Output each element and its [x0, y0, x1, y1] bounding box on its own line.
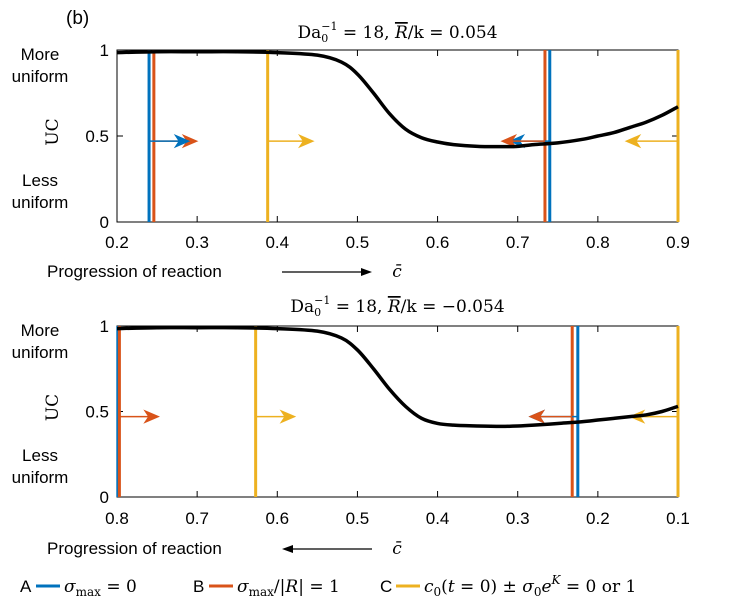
y-tick-label: 1	[100, 317, 109, 336]
x-tick-label: 0.8	[586, 233, 610, 252]
y-tick-label: 0	[100, 488, 109, 507]
chart-title: Da0−1 = 18, R/k = 0.054	[297, 20, 497, 45]
direction-arrow-head	[298, 134, 315, 149]
x-tick-label: 0.7	[506, 233, 530, 252]
y-tick-label: 0.5	[85, 127, 109, 146]
legend-label: σmax/|R| = 1	[237, 577, 340, 599]
x-axis-label: c̄	[392, 539, 402, 559]
uc-curve	[116, 325, 679, 429]
y-axis-label: UC	[43, 118, 63, 145]
x-tick-label: 0.8	[105, 509, 129, 528]
y-tick-label: 1	[100, 41, 109, 60]
x-tick-label: 0.4	[265, 233, 289, 252]
direction-arrow-head	[528, 409, 546, 424]
uc-curve	[116, 49, 679, 149]
x-tick-label: 0.9	[666, 233, 690, 252]
y-tick-label: 0	[100, 213, 109, 232]
direction-arrow-head	[143, 409, 160, 424]
x-tick-label: 0.3	[506, 509, 530, 528]
x-tick-label: 0.6	[426, 233, 450, 252]
y-tick-label: 0.5	[85, 403, 109, 422]
legend-label: σmax = 0	[64, 577, 137, 599]
y-annotation-more-uniform: More uniform	[12, 321, 69, 362]
legend-key: C	[380, 577, 392, 596]
x-tick-label: 0.3	[185, 233, 209, 252]
x-tick-label: 0.4	[426, 509, 450, 528]
progression-arrow-head	[282, 545, 293, 553]
y-axis-label: UC	[43, 394, 63, 421]
x-tick-label: 0.5	[346, 509, 370, 528]
x-tick-label: 0.2	[105, 233, 129, 252]
x-tick-label: 0.7	[185, 509, 209, 528]
direction-arrow-head	[279, 409, 297, 424]
axes-box	[116, 325, 679, 498]
x-axis-label: c̄	[392, 262, 402, 282]
legend-key: A	[20, 577, 32, 596]
x-tick-label: 0.2	[586, 509, 610, 528]
chart-bottom: Da0−1 = 18, R/k = −0.054 0.8 0.7 0.6 0.5 0.4 0…	[12, 294, 690, 559]
progression-label: Progression of reaction	[47, 539, 222, 558]
direction-arrow-head	[173, 134, 191, 149]
legend-key: B	[193, 577, 204, 596]
y-annotation-more-uniform: More uniform	[12, 45, 69, 86]
y-annotation-less-uniform: Less uniform	[12, 446, 69, 487]
x-tick-label: 0.1	[666, 509, 690, 528]
x-tick-label: 0.5	[346, 233, 370, 252]
x-tick-label: 0.6	[265, 509, 289, 528]
chart-top: Da0−1 = 18, R/k = 0.054 0.2 0.3 0.4 0.5 0.6 0.…	[12, 20, 690, 282]
chart-title: Da0−1 = 18, R/k = −0.054	[290, 294, 504, 319]
legend-label: c0(t = 0) ± σ0eK = 0 or 1	[424, 573, 636, 599]
direction-arrow-head	[624, 134, 642, 149]
progression-label: Progression of reaction	[47, 262, 222, 281]
panel-label: (b)	[66, 8, 89, 29]
y-annotation-less-uniform: Less uniform	[12, 171, 69, 212]
progression-arrow-head	[361, 268, 372, 276]
